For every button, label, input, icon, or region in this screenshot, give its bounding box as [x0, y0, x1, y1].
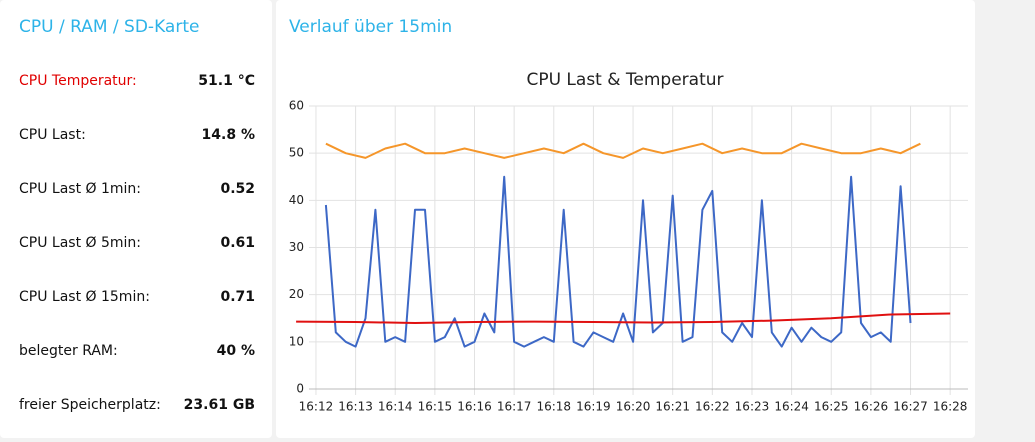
y-tick-label: 50: [289, 146, 304, 160]
y-tick-label: 0: [296, 382, 304, 396]
y-tick-label: 20: [289, 287, 304, 301]
stat-label: CPU Last Ø 1min:: [19, 181, 141, 197]
stat-value: 40 %: [217, 343, 255, 359]
series-line: [324, 175, 912, 348]
panel-title: Verlauf über 15min: [289, 17, 452, 37]
stat-value: 51.1 °C: [198, 73, 255, 89]
stat-label: CPU Last:: [19, 127, 86, 143]
x-tick-label: 16:19: [576, 400, 611, 414]
stat-value: 14.8 %: [202, 127, 255, 143]
x-tick-label: 16:17: [497, 400, 532, 414]
stat-value: 0.52: [220, 181, 255, 197]
stat-label: belegter RAM:: [19, 343, 118, 359]
x-tick-label: 16:20: [616, 400, 651, 414]
x-tick-label: 16:25: [814, 400, 849, 414]
stat-label: CPU Temperatur:: [19, 73, 137, 89]
stat-value: 0.71: [220, 289, 255, 305]
x-tick-label: 16:28: [933, 400, 968, 414]
x-tick-label: 16:13: [338, 400, 373, 414]
stat-label: freier Speicherplatz:: [19, 397, 161, 413]
stat-value: 23.61 GB: [184, 397, 255, 413]
series-line: [325, 142, 921, 159]
stats-card: [0, 0, 272, 438]
series-line: [296, 312, 951, 324]
panel-title: CPU / RAM / SD-Karte: [19, 17, 199, 37]
x-tick-label: 16:27: [893, 400, 928, 414]
y-tick-label: 30: [289, 240, 304, 254]
stat-label: CPU Last Ø 5min:: [19, 235, 141, 251]
x-tick-label: 16:21: [655, 400, 690, 414]
y-tick-label: 10: [289, 334, 304, 348]
chart-title: CPU Last & Temperatur: [526, 70, 723, 90]
x-tick-label: 16:22: [695, 400, 730, 414]
x-tick-label: 16:24: [774, 400, 809, 414]
x-tick-label: 16:18: [536, 400, 571, 414]
x-tick-label: 16:26: [854, 400, 889, 414]
stat-label: CPU Last Ø 15min:: [19, 289, 150, 305]
x-tick-label: 16:23: [735, 400, 770, 414]
stat-value: 0.61: [220, 235, 255, 251]
x-tick-label: 16:15: [418, 400, 453, 414]
y-tick-label: 60: [289, 99, 304, 113]
x-tick-label: 16:14: [378, 400, 413, 414]
x-tick-label: 16:12: [299, 400, 334, 414]
x-tick-label: 16:16: [457, 400, 492, 414]
y-tick-label: 40: [289, 193, 304, 207]
chart-card: [276, 0, 975, 438]
